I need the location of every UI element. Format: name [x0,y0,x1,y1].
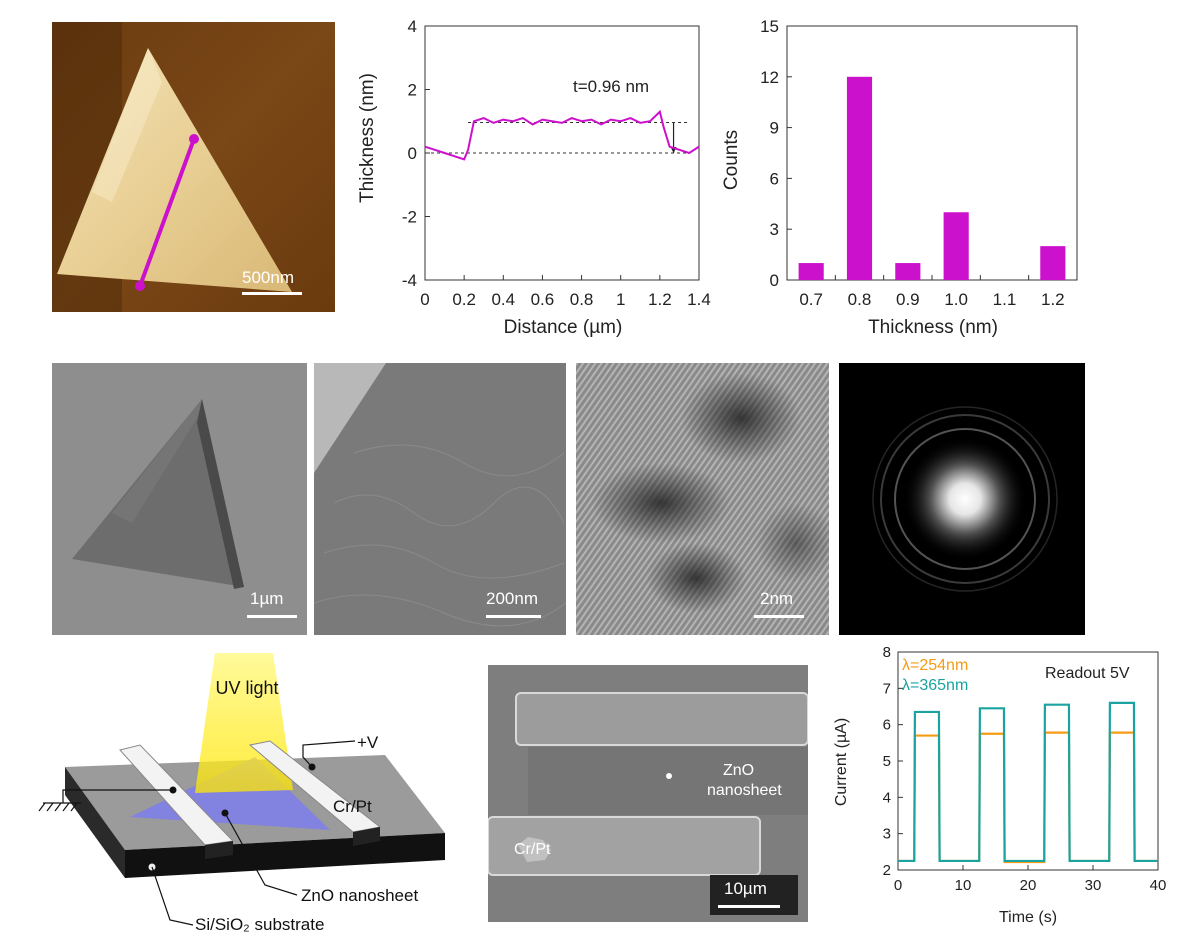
uv-light-label: UV light [215,678,278,698]
c2-xtick-label: 1.1 [993,290,1017,309]
sem-top-electrode [515,692,808,746]
uv-beam [195,653,293,793]
c1-xtick-label: 1.4 [687,290,711,309]
c2-xlabel: Thickness (nm) [868,317,998,338]
substrate-side [65,767,125,878]
tem-low-mag-scale-label: 1µm [250,589,284,608]
ground-icon [38,802,81,812]
tem-panel-low-mag: 1µm [52,363,307,635]
sem-graphic [488,665,808,922]
sem-zno-label-line1: ZnO [723,762,755,779]
c1-ytick-label: -2 [402,208,417,227]
tem-low-mag-graphic [52,363,307,635]
c1-annotation: t=0.96 nm [573,77,649,96]
c1-ytick-label: 4 [408,17,417,36]
c2-xtick-label: 0.9 [896,290,920,309]
c2-bar [895,263,921,280]
c2-ytick-label: 0 [770,271,779,290]
c1-xtick-label: 0.8 [570,290,594,309]
afm-scale-label: 500nm [242,268,294,287]
hrtem-scale-label: 2nm [760,589,794,608]
c2-xtick-label: 0.8 [848,290,872,309]
c2-plot-frame [786,25,1078,281]
hrtem-scale-bar [754,615,804,618]
saed-graphic [839,363,1085,635]
c1-ytick-label: -4 [402,271,417,290]
c2-ytick-label: 6 [770,169,779,188]
sem-zno-label-line2: nanosheet [707,782,782,799]
c3-xtick-label: 0 [894,877,902,894]
c2-bar [798,263,824,280]
c1-ylabel: Thickness (nm) [357,73,378,203]
c3-xtick-label: 10 [955,877,972,894]
tem-low-mag-scale-bar [247,615,297,618]
afm-scale-bar [242,292,302,295]
c1-xtick-label: 1 [616,290,625,309]
thickness-profile-chart: 0 0.2 0.4 0.6 0.8 1 1.2 1.4 -4 -2 0 2 4 Thickness (n… [357,17,711,338]
c3-series-line-1 [898,701,1158,863]
zno-nanosheet-label: ZnO nanosheet [301,886,418,905]
afm-image: 500nm [52,22,335,312]
tem-mid-mag-scale-label: 200nm [486,589,538,608]
c3-ytick-label: 7 [883,680,891,697]
c2-bar [846,76,873,280]
saed-panel [839,363,1085,635]
sem-scale-bar [718,905,780,908]
device-schematic: UV light +V Cr/Pt ZnO nanosheet Si/SiO₂ … [38,653,445,934]
c3-ytick-label: 4 [883,789,891,806]
c3-ytick-label: 6 [883,717,891,734]
c3-ytick-label: 2 [883,862,891,879]
c3-ytick-label: 3 [883,826,891,843]
c3-xtick-label: 20 [1020,877,1037,894]
right-electrode-front [353,827,380,846]
c1-ytick-label: 2 [408,81,417,100]
c2-bar [943,212,969,280]
c2-ytick-label: 9 [770,119,779,138]
sem-cr-pt-label: Cr/Pt [514,841,551,858]
c3-legend-365: λ=365nm [902,677,968,694]
c3-ytick-label: 5 [883,753,891,770]
c1-xtick-label: 0.2 [452,290,476,309]
c3-annotation: Readout 5V [1045,665,1130,682]
c1-xtick-label: 1.2 [648,290,672,309]
sem-scale-label: 10µm [724,879,767,898]
c3-xtick-label: 40 [1150,877,1167,894]
c3-xtick-label: 30 [1085,877,1102,894]
tem-mid-mag-scale-bar [486,615,541,618]
thickness-histogram-chart: 0 3 6 9 12 15 0.7 0.8 0.9 1.0 1.1 1.2 Counts Thickn… [721,17,1078,338]
tem-panel-mid-mag: 200nm [314,363,566,635]
c1-ytick-label: 0 [408,144,417,163]
photocurrent-chart: 0 10 20 30 40 2 3 4 5 6 7 8 Current (µA) Time (s) R… [833,644,1167,926]
c3-legend-254: λ=254nm [902,657,968,674]
c2-xtick-label: 1.2 [1041,290,1065,309]
hrtem-graphic [576,363,829,635]
c1-xlabel: Distance (µm) [504,317,623,338]
c3-xlabel: Time (s) [999,909,1057,926]
c3-ytick-label: 8 [883,644,891,661]
sem-bottom-electrode [488,816,761,876]
c1-xtick-label: 0.6 [531,290,555,309]
c2-ytick-label: 15 [760,17,779,36]
c3-ylabel: Current (µA) [833,718,850,806]
plus-v-label: +V [357,733,379,752]
substrate-front [125,833,445,878]
left-electrode-front [205,841,233,859]
c1-xtick-label: 0 [420,290,429,309]
sem-scale-box [710,875,798,915]
sem-image: ZnO nanosheet Cr/Pt 10µm [488,665,808,922]
c2-xtick-label: 1.0 [944,290,968,309]
c3-series-line-0 [898,731,1158,864]
c2-ytick-label: 12 [760,68,779,87]
c2-xtick-label: 0.7 [799,290,823,309]
hrtem-panel: 2nm [576,363,829,635]
afm-image-graphic [52,22,335,312]
tem-mid-mag-graphic [314,363,566,635]
c2-ylabel: Counts [721,130,742,190]
cr-pt-label: Cr/Pt [333,797,372,816]
substrate-label: Si/SiO₂ substrate [195,915,324,934]
c2-ytick-label: 3 [770,220,779,239]
c2-bar [1040,246,1066,280]
c1-profile-line [424,109,700,161]
c1-xtick-label: 0.4 [491,290,515,309]
